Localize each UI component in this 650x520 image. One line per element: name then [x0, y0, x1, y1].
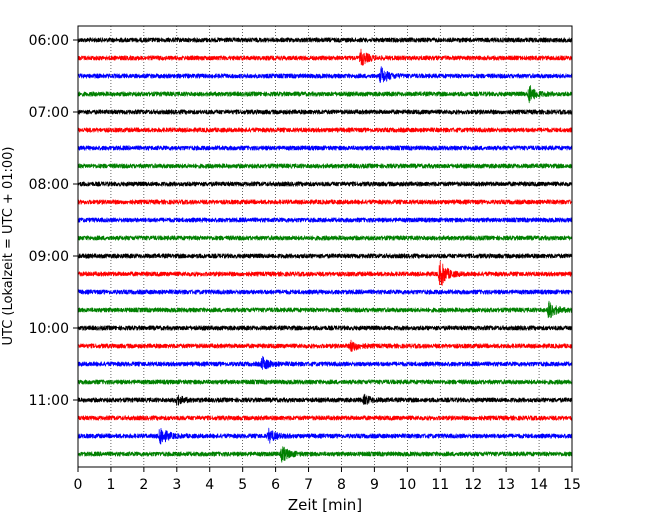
seismic-trace [77, 217, 573, 223]
x-tick-label: 3 [172, 477, 181, 493]
x-tick-label: 11 [431, 477, 449, 493]
seismic-trace [77, 325, 573, 331]
seismic-trace [77, 48, 573, 66]
seismic-trace [77, 85, 573, 104]
x-tick-label: 4 [205, 477, 214, 493]
x-axis-label: Zeit [min] [288, 496, 362, 514]
x-tick-label: 1 [106, 477, 115, 493]
seismic-trace [77, 66, 573, 83]
seismic-trace [77, 379, 573, 385]
y-axis-ticks: 06:00 07:00 08:00 09:00 10:00 11:00 [29, 33, 78, 409]
seismic-trace [77, 163, 573, 169]
y-tick-label: 07:00 [29, 105, 69, 121]
x-tick-label: 14 [530, 477, 548, 493]
x-axis-ticks: 0 1 2 3 4 5 6 7 8 9 10 11 12 13 14 15 [74, 467, 581, 493]
y-tick-label: 06:00 [29, 33, 69, 49]
x-tick-label: 2 [139, 477, 148, 493]
trace-layer [77, 37, 573, 463]
x-tick-label: 10 [398, 477, 416, 493]
seismic-trace [77, 145, 573, 151]
seismic-trace [77, 355, 573, 370]
seismic-trace [77, 181, 573, 187]
seismic-trace [77, 300, 573, 319]
seismic-trace [77, 235, 573, 241]
y-tick-label: 11:00 [29, 393, 69, 409]
seismic-trace [77, 199, 573, 205]
seismic-trace [77, 37, 573, 43]
x-tick-label: 7 [304, 477, 313, 493]
x-tick-label: 15 [563, 477, 581, 493]
seismic-trace [77, 289, 573, 295]
y-tick-label: 08:00 [29, 177, 69, 193]
y-axis-label: UTC (Lokalzeit = UTC + 01:00) [1, 147, 16, 346]
seismic-trace [77, 127, 573, 133]
x-tick-label: 9 [370, 477, 379, 493]
seismic-trace [77, 415, 573, 421]
plot-frame [77, 25, 573, 468]
seismic-trace [77, 427, 573, 445]
y-tick-label: 10:00 [29, 321, 69, 337]
seismic-trace [77, 109, 573, 115]
seismic-trace [77, 253, 573, 259]
x-tick-label: 13 [497, 477, 515, 493]
x-tick-label: 12 [464, 477, 482, 493]
x-tick-label: 0 [74, 477, 83, 493]
seismic-trace [77, 446, 573, 463]
x-tick-label: 6 [271, 477, 280, 493]
seismic-trace [77, 260, 573, 286]
seismic-trace [77, 393, 573, 406]
seismic-trace [77, 339, 573, 352]
y-tick-label: 09:00 [29, 249, 69, 265]
x-tick-label: 8 [337, 477, 346, 493]
x-tick-label: 5 [238, 477, 247, 493]
